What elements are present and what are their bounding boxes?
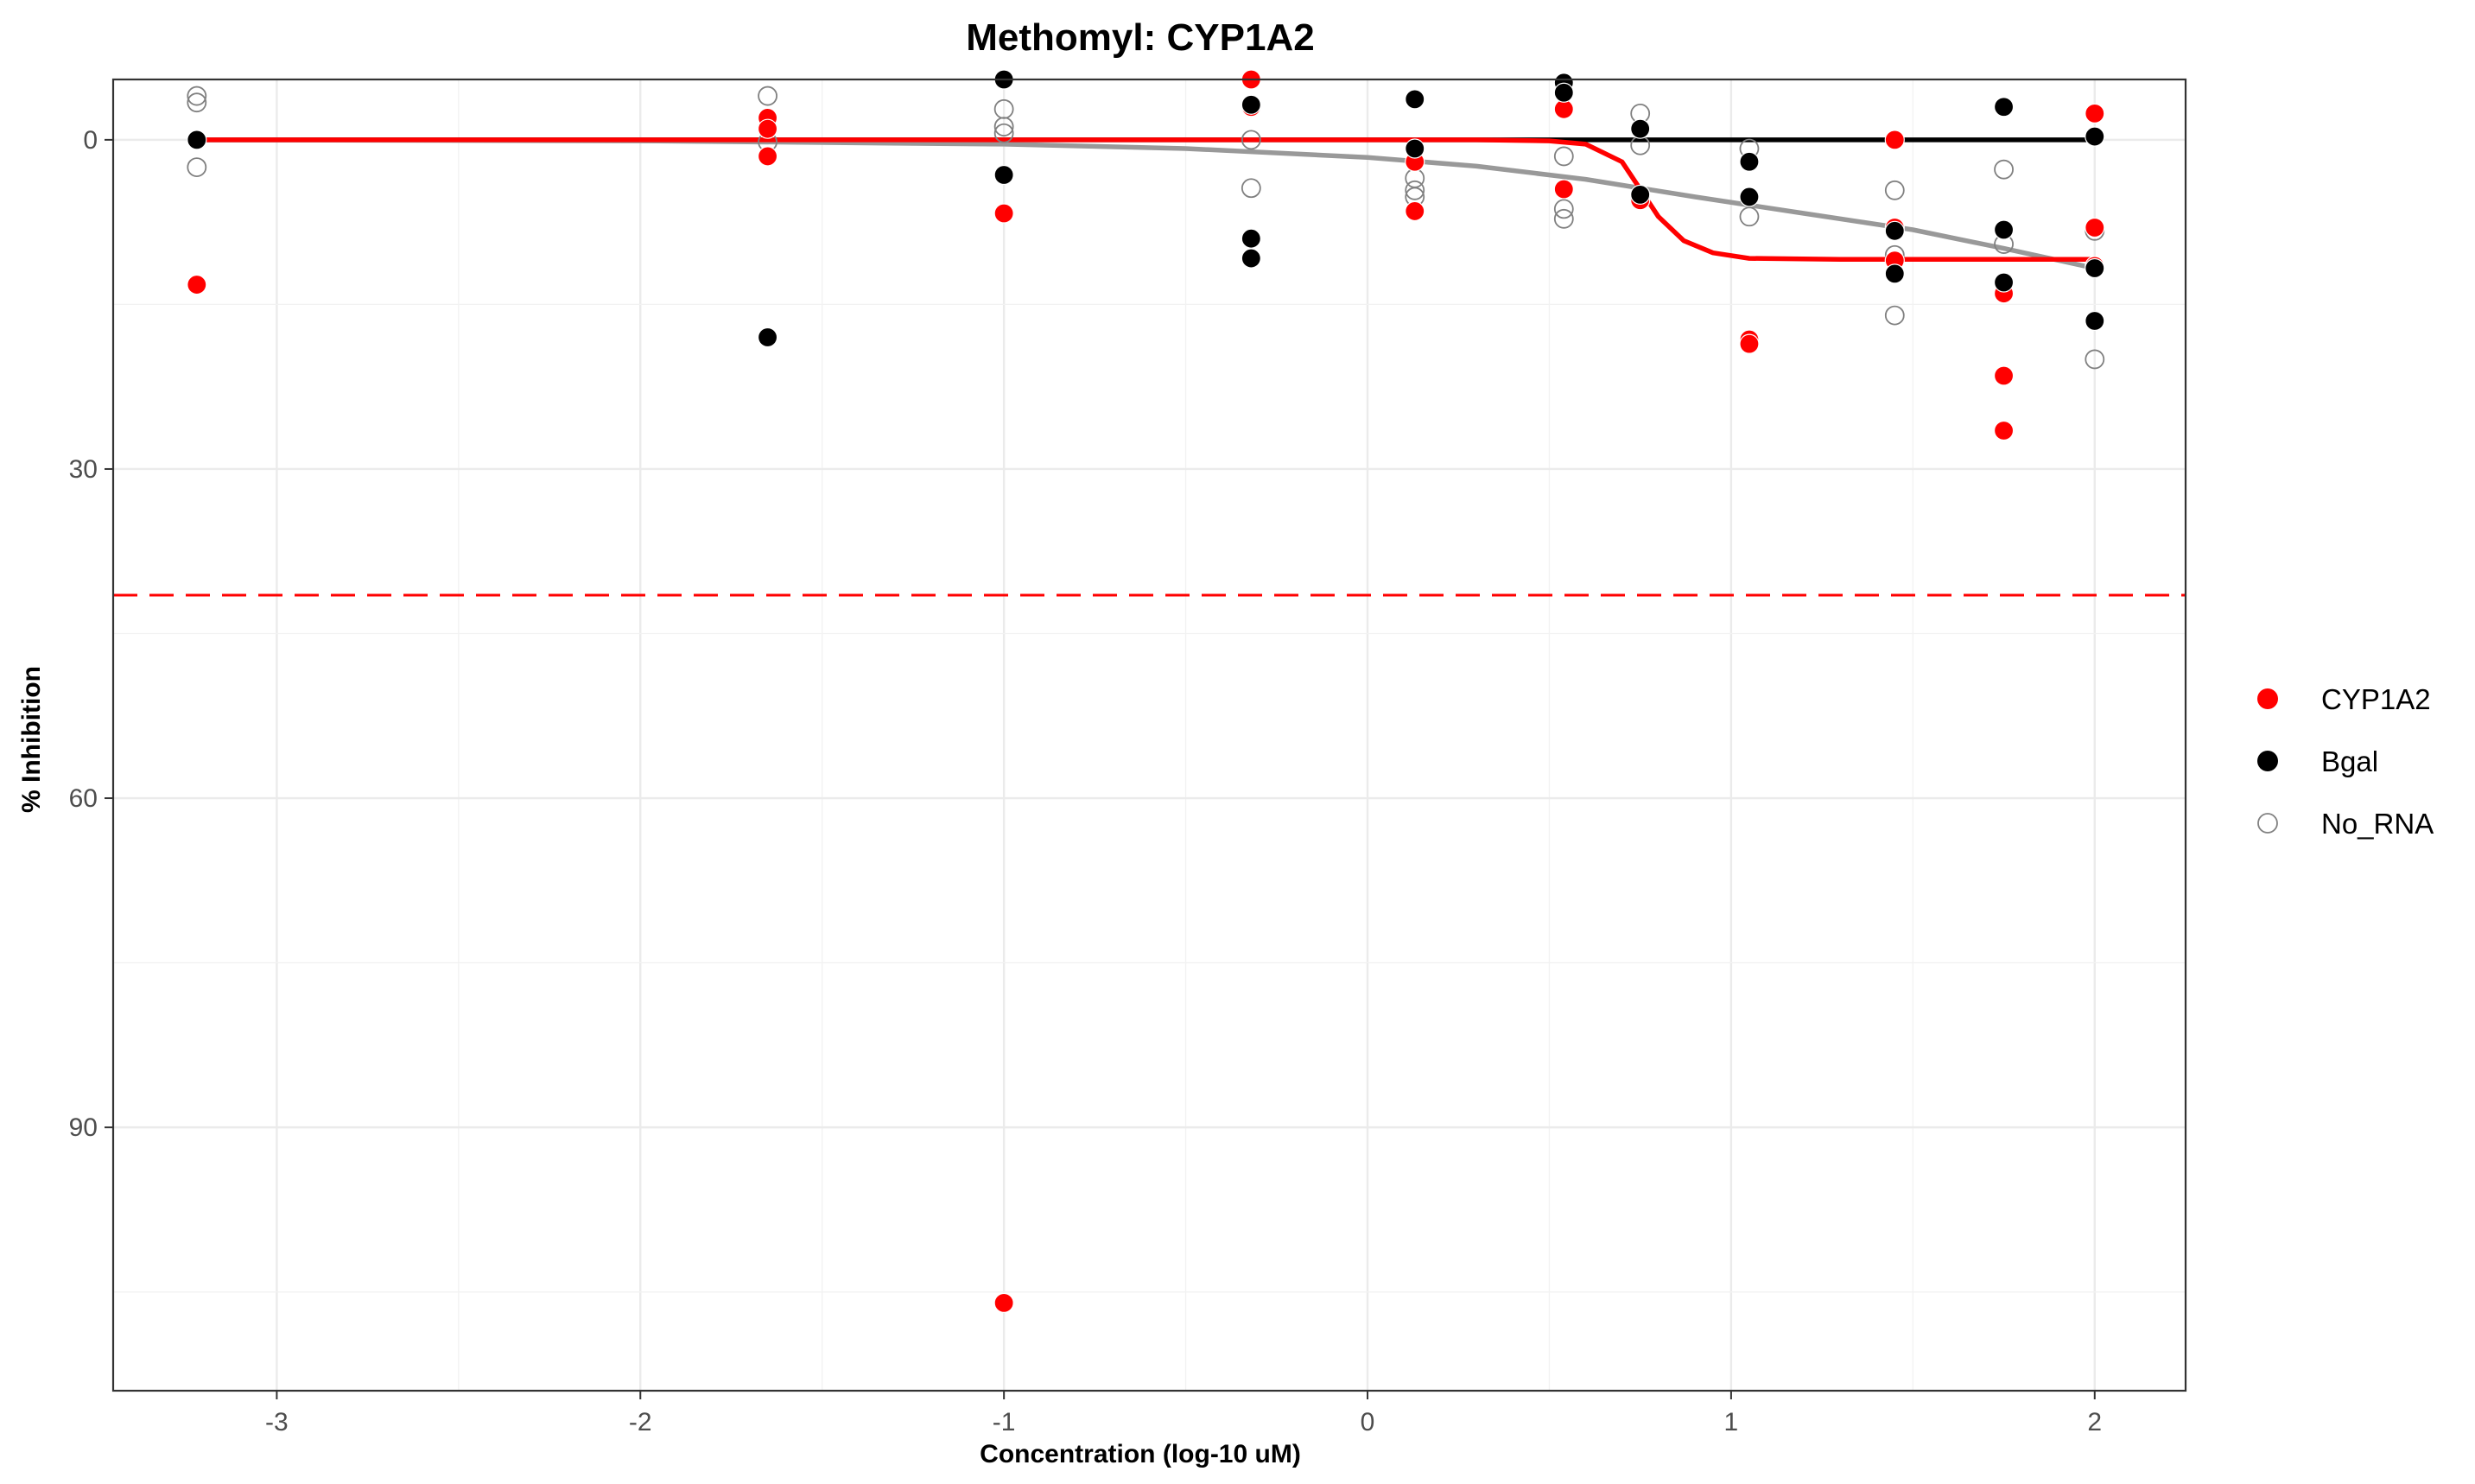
point-no-rna [1884,180,1905,200]
point-cyp1a2 [2085,103,2105,124]
point-cyp1a2 [1993,365,2015,386]
point-no-rna [1994,159,2014,180]
x-tick-label: -1 [993,1408,1016,1436]
point-bgal [1630,184,1651,205]
point-no-rna [1241,130,1261,150]
legend-key-cyp1a2 [2257,688,2278,709]
x-tick-label: -2 [629,1408,652,1436]
point-no-rna [1884,305,1905,326]
point-cyp1a2 [757,146,778,167]
legend-label-no-rna: No_RNA [2321,808,2434,840]
y-tick-label: 30 [69,455,98,484]
legend-key-bgal [2257,751,2278,771]
legend-label-bgal: Bgal [2321,745,2378,777]
point-bgal [1405,138,1425,159]
point-no-rna [1553,146,1574,167]
legend: CYP1A2 Bgal No_RNA [2257,683,2434,840]
point-cyp1a2 [2085,217,2105,238]
point-no-rna [1630,135,1651,155]
fit-curve-no-rna [194,137,2097,271]
point-cyp1a2 [1553,179,1574,200]
point-no-rna [993,123,1014,143]
point-bgal [2085,126,2105,147]
point-bgal [2085,310,2105,332]
point-bgal [1884,220,1905,241]
x-tick-label: 1 [1724,1408,1739,1436]
point-bgal [993,164,1014,186]
x-tick-label: -3 [265,1408,289,1436]
point-bgal [187,130,207,150]
point-bgal [1884,263,1905,284]
point-no-rna [993,117,1014,137]
point-bgal [1993,272,2015,293]
point-cyp1a2 [1739,333,1760,354]
y-axis-title: % Inhibition [17,666,46,813]
x-tick-label: 2 [2087,1408,2102,1436]
point-bgal [1993,97,2015,117]
point-bgal [2085,257,2105,279]
plot-panel-border [111,78,2187,1392]
point-no-rna [1241,178,1261,199]
point-no-rna [2085,349,2105,370]
plot-panel [113,79,2186,1391]
point-no-rna [1405,180,1425,200]
point-cyp1a2 [1993,420,2015,441]
gridlines [113,79,2186,1391]
x-axis-ticks: -3 -2 -1 0 1 2 [265,1391,2102,1436]
point-bgal [1241,248,1261,269]
y-tick-label: 60 [69,784,98,813]
x-tick-label: 0 [1361,1408,1375,1436]
point-bgal [1993,219,2015,240]
point-no-rna [1553,208,1574,229]
legend-key-no-rna [2257,813,2278,834]
data-points [187,69,2105,1313]
chart-title: Methomyl: CYP1A2 [966,16,1314,59]
point-no-rna [1739,206,1760,227]
point-cyp1a2 [1405,200,1425,222]
point-bgal [757,327,778,348]
point-cyp1a2 [993,1292,1014,1313]
point-bgal [1630,118,1651,139]
point-no-rna [993,98,1014,119]
point-no-rna [758,86,777,106]
point-bgal [1405,89,1425,110]
point-bgal [1241,228,1261,249]
point-no-rna [187,92,207,113]
point-cyp1a2 [187,274,207,295]
point-cyp1a2 [993,203,1014,224]
point-cyp1a2 [757,118,778,139]
point-bgal [1739,187,1760,207]
point-no-rna [187,157,207,178]
y-tick-label: 90 [69,1113,98,1142]
y-tick-label: 0 [83,126,98,155]
point-no-rna [187,86,207,106]
point-no-rna [1553,199,1574,219]
x-axis-title: Concentration (log-10 uM) [980,1440,1301,1468]
point-bgal [1739,151,1760,172]
y-axis-ticks: 0 30 60 90 [69,126,113,1142]
point-bgal [1553,82,1574,103]
point-bgal [1241,94,1261,115]
point-cyp1a2 [1884,130,1905,150]
legend-label-cyp1a2: CYP1A2 [2321,683,2431,715]
